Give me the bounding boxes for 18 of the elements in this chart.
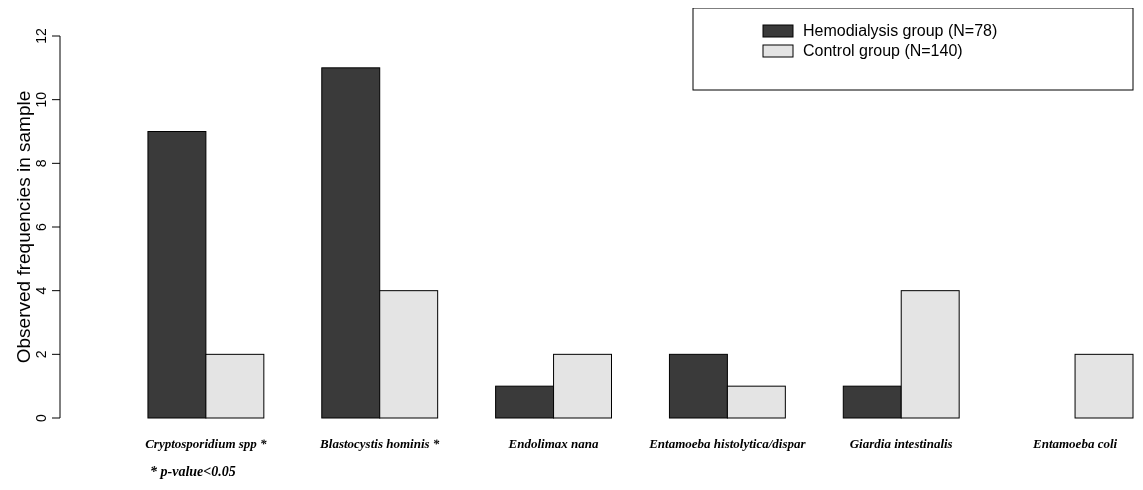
y-tick-label: 4 <box>33 286 49 295</box>
y-axis-title: Observed frequencies in sample <box>13 90 34 364</box>
x-tick-label: Entamoeba histolytica/dispar <box>648 436 807 451</box>
x-tick-label: Blastocystis hominis * <box>319 436 440 451</box>
x-tick-label: Cryptosporidium spp * <box>145 436 268 451</box>
legend-label: Control group (N=140) <box>803 42 963 59</box>
x-tick-label: Giardia intestinalis <box>849 436 953 451</box>
bar <box>1074 353 1134 419</box>
legend-label: Hemodialysis group (N=78) <box>803 22 998 39</box>
y-tick-label: 8 <box>33 159 49 168</box>
y-tick-label: 12 <box>33 28 49 44</box>
text: * p-value<0.05 <box>150 464 236 479</box>
x-tick-label: Endolimax nana <box>507 436 600 451</box>
y-tick-label: 10 <box>33 91 49 108</box>
y-tick-label: 6 <box>33 222 49 231</box>
x-tick-label: Entamoeba coli <box>1031 436 1118 451</box>
y-tick-label: 2 <box>33 350 49 359</box>
y-tick-label: 0 <box>33 413 49 422</box>
